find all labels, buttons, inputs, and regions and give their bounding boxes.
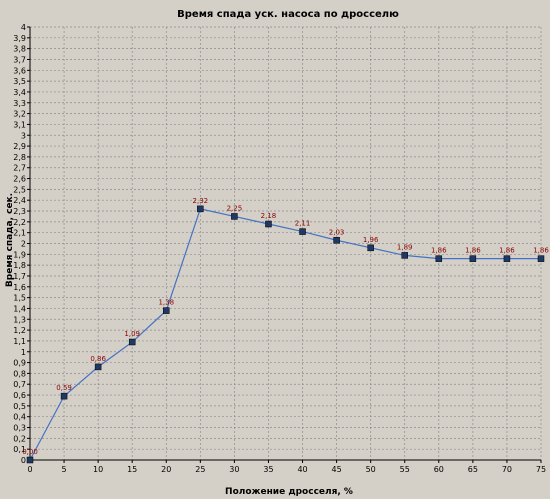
y-tick-label: 1,1 [13,337,26,346]
data-label: 0,00 [22,448,38,456]
y-tick-label: 3,1 [13,120,26,129]
data-point [503,255,511,262]
data-point [265,220,272,228]
x-tick-label: 5 [62,465,67,474]
x-tick-label: 50 [366,465,376,474]
data-label: 2,18 [261,212,277,220]
y-tick-label: 0,1 [13,445,26,454]
y-tick-label: 2,4 [13,196,26,205]
data-point [367,244,374,252]
x-tick-label: 55 [400,465,410,474]
y-tick-label: 0,3 [13,424,26,433]
x-tick-label: 25 [195,465,205,474]
y-tick-label: 3 [21,131,26,140]
y-tick-label: 0,8 [13,369,26,378]
y-tick-label: 0,4 [13,413,26,422]
data-label: 1,89 [397,243,413,251]
x-tick-label: 35 [263,465,273,474]
y-tick-label: 1,7 [13,272,26,281]
y-tick-label: 2,1 [13,229,26,238]
y-tick-label: 0,2 [13,434,26,443]
y-tick-label: 2,8 [13,153,26,162]
x-tick-label: 10 [93,465,103,474]
y-tick-label: 2,2 [13,218,26,227]
data-label: 1,09 [124,330,140,338]
data-label: 1,86 [499,247,515,255]
data-label: 2,11 [295,220,311,228]
data-label: 1,86 [431,247,447,255]
y-tick-label: 3,8 [13,45,26,54]
grid [29,26,542,461]
y-tick-label: 3,6 [13,66,26,75]
y-tick-label: 0 [21,456,26,465]
data-label: 2,25 [227,204,243,212]
data-label: 2,03 [329,228,345,236]
y-tick-label: 1,8 [13,261,26,270]
x-tick-label: 15 [127,465,137,474]
y-tick-label: 2,7 [13,164,26,173]
y-tick-label: 4 [21,23,26,32]
x-tick-label: 45 [332,465,342,474]
axes: 0 0,1 0,20,3 0,4 0,5 0,6 0,7 0,80,9 1 1,1 1,2 1,3 1,… [13,23,546,474]
chart-title: Время спада уск. насоса по дросселю [177,9,399,20]
y-tick-label: 1,6 [13,283,26,292]
y-tick-label: 0,5 [13,402,26,411]
x-tick-label: 20 [161,465,171,474]
series-layer [26,205,545,464]
data-label: 1,96 [363,236,379,244]
x-tick-label: 70 [502,465,512,474]
data-label: 2,32 [193,197,209,205]
data-point [333,237,340,244]
data-point [60,392,68,400]
y-tick-label: 3,3 [13,99,26,108]
data-label: 1,38 [158,299,174,307]
y-tick-label: 3,4 [13,88,26,97]
y-tick-label: 3,9 [13,34,26,43]
data-point [94,363,102,371]
y-axis-title: Время спада, сек. [5,193,15,287]
data-point [163,307,170,314]
y-tick-label: 0,7 [13,380,26,389]
x-tick-label: 0 [27,465,32,474]
data-point [469,255,477,262]
series-line [29,208,541,461]
y-tick-label: 1,4 [13,304,26,313]
y-tick-label: 1,2 [13,326,26,335]
data-point [299,228,306,235]
data-point [26,456,34,464]
data-point [231,213,238,220]
x-tick-label: 30 [229,465,239,474]
data-point [197,205,204,213]
data-point [537,255,545,262]
y-tick-label: 2,9 [13,142,26,151]
y-tick-label: 2 [21,240,26,249]
y-tick-label: 2,3 [13,207,26,216]
data-labels: 0,00 0,59 0,86 1,09 1,38 2,32 2,25 2,18 2,11 2,03… [22,197,549,456]
y-tick-label: 2,6 [13,175,26,184]
x-tick-label: 60 [434,465,444,474]
data-label: 0,59 [56,384,72,392]
data-point [128,338,136,346]
y-tick-label: 1,3 [13,315,26,324]
data-label: 0,86 [90,355,106,363]
x-tick-label: 65 [468,465,478,474]
y-tick-label: 3,5 [13,77,26,86]
y-tick-label: 3,2 [13,110,26,119]
y-tick-label: 3,7 [13,55,26,64]
y-tick-label: 2,5 [13,185,26,194]
y-tick-label: 0,9 [13,359,26,368]
data-label: 1,86 [465,247,481,255]
y-tick-label: 1,9 [13,250,26,259]
x-tick-label: 40 [297,465,307,474]
y-tick-label: 0,6 [13,391,26,400]
data-label: 1,86 [533,247,549,255]
data-point [435,255,443,262]
y-tick-label: 1,5 [13,294,26,303]
x-axis-title: Положение дросселя, % [225,487,353,497]
y-tick-label: 1 [21,348,26,357]
data-point [401,252,408,259]
x-tick-label: 75 [536,465,546,474]
